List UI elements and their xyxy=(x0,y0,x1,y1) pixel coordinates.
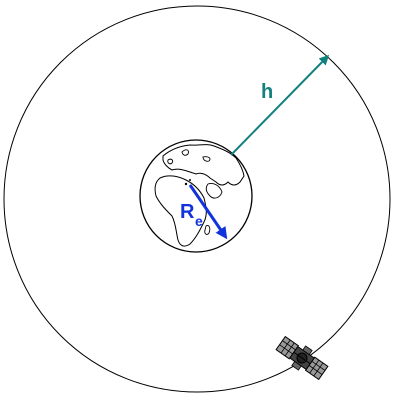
orbit-height-arrow xyxy=(230,54,330,156)
earth-radius-arrow xyxy=(188,184,228,240)
earth-radius-label: R xyxy=(180,201,195,223)
orbit-height-label: h xyxy=(261,81,273,103)
satellite-icon xyxy=(275,335,329,381)
earth-radius-subscript: e xyxy=(195,213,203,229)
orbit-circle xyxy=(3,5,391,393)
